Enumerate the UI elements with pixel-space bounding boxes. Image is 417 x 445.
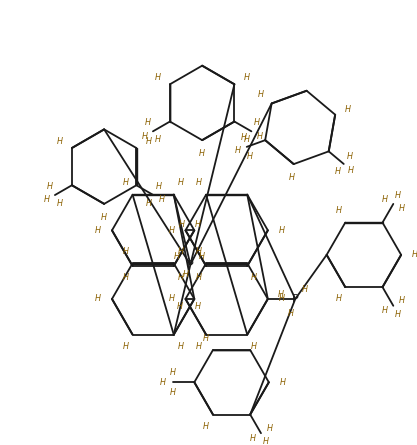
Text: H: H [47,182,53,191]
Text: H: H [266,424,272,433]
Text: H: H [123,342,129,351]
Text: H: H [178,273,183,283]
Text: H: H [287,309,294,318]
Text: H: H [196,342,202,351]
Text: H: H [177,302,183,312]
Text: H: H [195,220,201,229]
Text: H: H [302,285,308,294]
Text: H: H [183,270,188,279]
Text: H: H [141,132,148,141]
Text: H: H [170,388,176,396]
Text: H: H [399,204,405,213]
Text: H: H [241,133,246,142]
Text: H: H [335,295,342,303]
Text: P: P [187,259,194,270]
Text: H: H [179,220,185,229]
Text: H: H [57,199,63,208]
Text: H: H [258,90,264,99]
Text: H: H [169,295,175,303]
Text: H: H [345,105,351,114]
Text: H: H [146,199,151,208]
Text: H: H [170,368,176,377]
Text: P: P [292,294,299,304]
Text: H: H [178,178,183,187]
Text: H: H [101,213,107,222]
Text: H: H [174,252,180,261]
Text: H: H [196,273,202,283]
Text: H: H [178,247,183,256]
Text: H: H [123,273,129,283]
Text: H: H [196,247,202,256]
Text: H: H [155,182,161,191]
Text: H: H [412,251,417,259]
Text: H: H [203,334,209,343]
Text: H: H [155,73,161,82]
Text: H: H [347,152,353,161]
Text: H: H [234,146,241,155]
Text: H: H [334,167,340,176]
Text: H: H [395,310,401,319]
Text: H: H [263,437,269,445]
Text: H: H [382,306,388,315]
Text: H: H [145,137,151,146]
Text: H: H [57,137,63,146]
Text: H: H [178,342,183,351]
Text: H: H [335,206,342,215]
Text: H: H [279,226,284,235]
Text: H: H [399,296,405,305]
Text: H: H [123,178,129,187]
Text: H: H [288,173,294,182]
Text: H: H [382,194,388,203]
Text: H: H [145,118,151,127]
Text: H: H [251,273,257,283]
Text: H: H [199,150,205,158]
Text: H: H [123,247,129,256]
Text: H: H [249,433,256,443]
Text: H: H [395,191,401,200]
Text: H: H [196,178,202,187]
Text: H: H [253,118,259,127]
Text: H: H [159,195,165,204]
Text: H: H [43,195,50,204]
Text: H: H [243,73,249,82]
Text: H: H [244,135,249,144]
Text: H: H [279,295,284,303]
Text: H: H [279,378,286,387]
Text: H: H [95,295,101,303]
Text: H: H [251,342,257,351]
Text: H: H [348,166,354,175]
Text: H: H [95,226,101,235]
Text: H: H [247,152,253,161]
Text: H: H [203,422,209,431]
Text: H: H [169,226,175,235]
Text: H: H [278,290,284,299]
Text: H: H [160,378,166,387]
Text: H: H [155,135,161,144]
Text: H: H [199,252,205,261]
Text: H: H [195,302,201,312]
Text: H: H [257,132,263,141]
